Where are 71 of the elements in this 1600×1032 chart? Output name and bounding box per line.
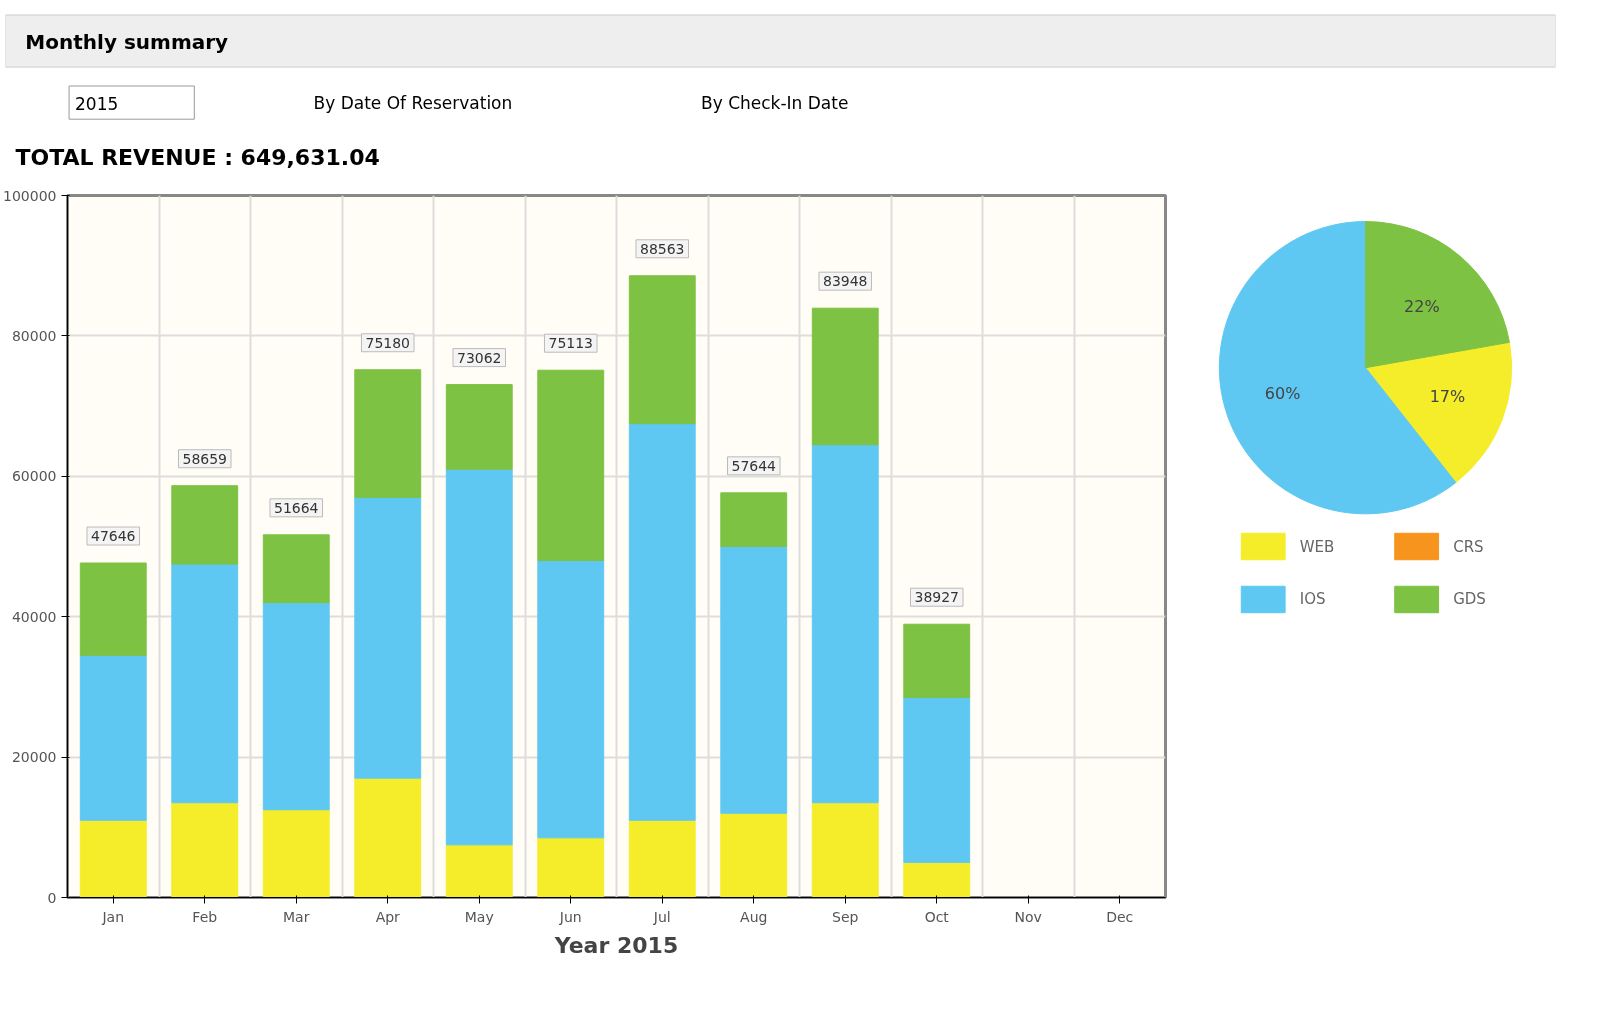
bar bbox=[720, 492, 788, 547]
bar bbox=[537, 560, 605, 839]
x-tick-label: Dec bbox=[1106, 908, 1134, 925]
total-label: 83948 bbox=[822, 273, 868, 290]
bar bbox=[537, 837, 605, 898]
x-tick-label: Jan bbox=[101, 908, 125, 925]
bar bbox=[811, 444, 879, 804]
bar bbox=[628, 819, 696, 898]
x-axis-title: Year 2015 bbox=[553, 932, 679, 958]
y-tick-label: 40000 bbox=[11, 608, 57, 625]
y-tick-label: 0 bbox=[47, 889, 57, 906]
chart-title: Monthly summary bbox=[25, 29, 229, 54]
total-label: 51664 bbox=[273, 499, 319, 516]
bar bbox=[354, 496, 422, 779]
total-label: 75180 bbox=[365, 334, 411, 351]
total-label: 75113 bbox=[548, 335, 594, 352]
legend-label: GDS bbox=[1453, 590, 1486, 609]
bar bbox=[628, 275, 696, 425]
x-tick-label: Mar bbox=[283, 908, 310, 925]
bar bbox=[171, 485, 239, 565]
legend-label: WEB bbox=[1299, 537, 1335, 556]
bar bbox=[354, 777, 422, 898]
total-label: 57644 bbox=[731, 457, 777, 474]
x-tick-label: Sep bbox=[832, 908, 859, 925]
x-tick-label: Nov bbox=[1014, 908, 1042, 925]
x-tick-label: Aug bbox=[740, 908, 768, 925]
x-tick-label: Jul bbox=[652, 908, 671, 925]
x-tick-label: May bbox=[464, 908, 494, 925]
data-label: 60% bbox=[1264, 384, 1301, 404]
legend-label: CRS bbox=[1453, 537, 1484, 556]
bar bbox=[720, 546, 788, 814]
text: 2015 bbox=[75, 93, 119, 114]
total-label: 58659 bbox=[182, 450, 228, 467]
bar bbox=[445, 468, 513, 846]
total-label: 88563 bbox=[639, 240, 685, 257]
bar bbox=[262, 602, 330, 811]
text: By Check-In Date bbox=[701, 93, 849, 114]
bar bbox=[628, 423, 696, 821]
bar bbox=[171, 563, 239, 804]
x-tick-label: Apr bbox=[375, 908, 401, 925]
bar bbox=[262, 809, 330, 898]
bar bbox=[79, 562, 147, 656]
bar bbox=[537, 369, 605, 562]
data-label: 22% bbox=[1404, 297, 1440, 317]
bar bbox=[262, 534, 330, 604]
bar bbox=[720, 812, 788, 898]
bar bbox=[445, 384, 513, 470]
x-tick-label: Oct bbox=[924, 908, 950, 925]
y-tick-label: 80000 bbox=[11, 327, 57, 344]
bar bbox=[903, 696, 971, 863]
x-tick-label: Feb bbox=[192, 908, 218, 925]
y-tick-label: 100000 bbox=[3, 187, 57, 204]
y-tick-label: 20000 bbox=[11, 749, 57, 766]
total-label: 38927 bbox=[914, 589, 960, 606]
data-label: 17% bbox=[1429, 386, 1466, 406]
legend-label: IOS bbox=[1299, 590, 1326, 609]
bar bbox=[79, 819, 147, 898]
chart-subtitle: TOTAL REVENUE : 649,631.04 bbox=[15, 144, 380, 170]
total-label: 73062 bbox=[456, 349, 502, 366]
bar bbox=[171, 802, 239, 898]
bar bbox=[903, 623, 971, 698]
bar bbox=[811, 802, 879, 898]
x-tick-label: Jun bbox=[558, 908, 582, 925]
total-label: 47646 bbox=[90, 528, 136, 545]
bar bbox=[811, 307, 879, 446]
bar bbox=[903, 861, 971, 898]
bar bbox=[445, 844, 513, 898]
bar bbox=[354, 369, 422, 498]
y-tick-label: 60000 bbox=[11, 468, 57, 485]
text: By Date Of Reservation bbox=[313, 93, 513, 114]
bar bbox=[79, 654, 147, 821]
